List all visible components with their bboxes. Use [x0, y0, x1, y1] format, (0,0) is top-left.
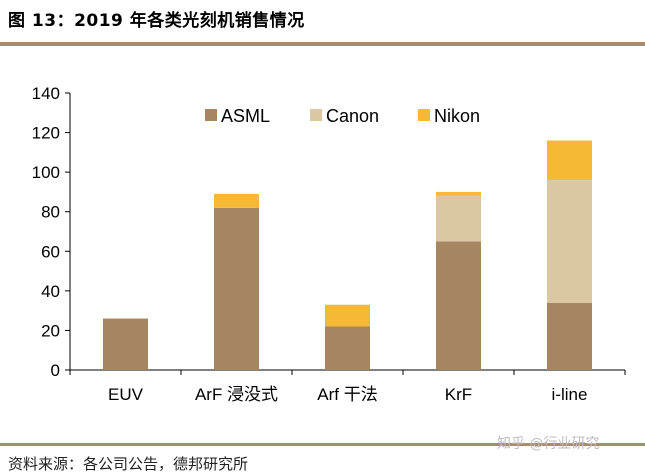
y-tick-labels: 0 20 40 60 80 100 120 140 [32, 84, 60, 380]
x-tick-labels: EUV ArF 浸没式 Arf 干法 KrF i-line [108, 385, 587, 404]
legend-label-canon: Canon [326, 106, 379, 126]
bar-nikon-3 [436, 191, 481, 196]
legend-swatch-canon [310, 109, 322, 121]
source-note: 资料来源：各公司公告，德邦研究所 [8, 455, 249, 473]
y-tick-label: 60 [41, 242, 60, 261]
chart-legend: ASML Canon Nikon [205, 106, 480, 126]
y-tick-label: 140 [32, 84, 60, 103]
y-tick-label: 120 [32, 124, 60, 143]
legend-label-asml: ASML [221, 106, 270, 126]
x-tick-label: ArF 浸没式 [195, 385, 278, 404]
legend-swatch-nikon [418, 109, 430, 121]
x-tick-label: EUV [108, 385, 144, 404]
legend-label-nikon: Nikon [434, 106, 480, 126]
x-tick-label: i-line [552, 385, 588, 404]
top-rule [0, 42, 645, 46]
bar-nikon-1 [214, 193, 259, 208]
legend-swatch-asml [205, 109, 217, 121]
bar-asml-0 [103, 318, 148, 370]
y-tick-label: 0 [51, 361, 60, 380]
bar-nikon-2 [325, 304, 370, 327]
y-tick-label: 20 [41, 321, 60, 340]
x-tick-label: Arf 干法 [317, 385, 377, 404]
watermark: 知乎 @行业研究 [497, 436, 600, 452]
y-tick-label: 80 [41, 203, 60, 222]
bottom-rule [0, 443, 645, 446]
stacked-bar-chart: EUV ArF 浸没式 Arf 干法 KrF i-line 0 20 40 60 80 100 12… [32, 84, 626, 404]
y-tick-label: 100 [32, 163, 60, 182]
bar-asml-1 [214, 207, 259, 370]
bar-canon-4 [547, 180, 592, 303]
x-tick-label: KrF [445, 385, 472, 404]
bar-asml-2 [325, 326, 370, 370]
bar-asml-3 [436, 241, 481, 370]
bar-nikon-4 [547, 140, 592, 181]
y-tick-label: 40 [41, 282, 60, 301]
bar-asml-4 [547, 302, 592, 370]
figure-title: 图 13：2019 年各类光刻机销售情况 [8, 11, 305, 31]
bar-canon-3 [436, 195, 481, 242]
chart-bars [103, 140, 592, 370]
